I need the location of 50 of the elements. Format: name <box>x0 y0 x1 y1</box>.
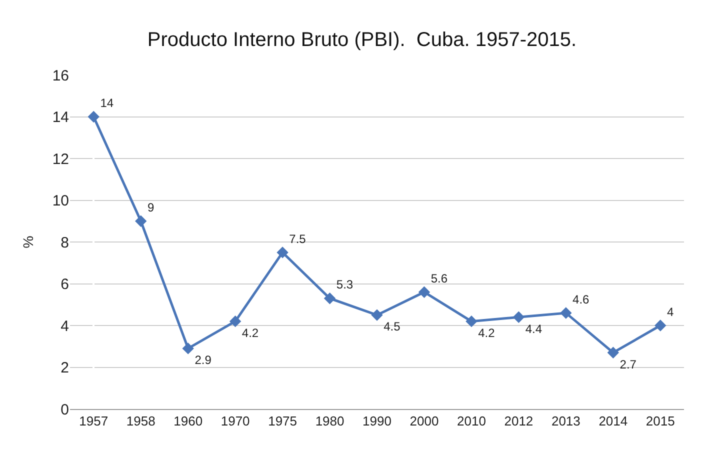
y-tick-label: 12 <box>52 150 69 168</box>
data-label: 4.5 <box>384 320 401 334</box>
x-tick-label: 1957 <box>79 414 108 429</box>
x-tick-label: 2012 <box>504 414 534 429</box>
x-tick-label: 1970 <box>220 414 250 429</box>
y-tick-label: 10 <box>52 192 69 210</box>
data-label: 4.4 <box>525 322 542 336</box>
y-tick-label: 8 <box>60 234 69 252</box>
y-tick-label: 14 <box>52 109 69 126</box>
point <box>229 315 242 328</box>
chart-title: Producto Interno Bruto (PBI). Cuba. 1957-2015. <box>147 28 577 51</box>
data-label: 2.9 <box>194 353 212 368</box>
x-tick-label: 1980 <box>315 414 344 429</box>
y-axis-title: % <box>20 236 36 248</box>
point <box>276 246 288 258</box>
x-tick-label: 2000 <box>410 414 439 429</box>
data-label: 5.3 <box>336 278 354 292</box>
data-label: 4.6 <box>572 292 590 306</box>
data-label: 5.6 <box>430 271 448 286</box>
point <box>418 286 430 298</box>
y-tick-label: 0 <box>60 401 69 418</box>
data-label: 2.7 <box>620 357 637 372</box>
data-label: 4.2 <box>478 326 496 340</box>
x-tick-label: 1960 <box>174 414 203 429</box>
point <box>466 315 478 328</box>
data-label: 9 <box>147 200 154 215</box>
data-label: 7.5 <box>289 232 306 246</box>
x-tick-label: 2010 <box>457 414 486 429</box>
point <box>512 311 525 323</box>
point <box>371 309 383 321</box>
x-tick-label: 2015 <box>646 414 675 429</box>
y-tick-label: 16 <box>52 67 69 84</box>
y-tick-label: 6 <box>60 276 69 293</box>
point <box>135 215 147 227</box>
point <box>654 320 666 332</box>
point <box>560 307 572 319</box>
x-tick-label: 2013 <box>551 414 580 429</box>
x-tick-label: 1990 <box>362 414 392 429</box>
x-tick-label: 1975 <box>268 414 297 429</box>
x-tick-label: 2014 <box>598 414 628 429</box>
data-label: 4.2 <box>242 326 259 340</box>
data-label: 14 <box>100 96 114 110</box>
point <box>88 110 100 123</box>
y-tick-label: 2 <box>60 360 69 376</box>
point <box>607 346 619 358</box>
data-label: 4 <box>667 304 674 319</box>
y-tick-label: 4 <box>60 318 69 335</box>
x-tick-label: 1958 <box>126 414 156 429</box>
point <box>324 292 336 304</box>
point <box>182 342 194 354</box>
